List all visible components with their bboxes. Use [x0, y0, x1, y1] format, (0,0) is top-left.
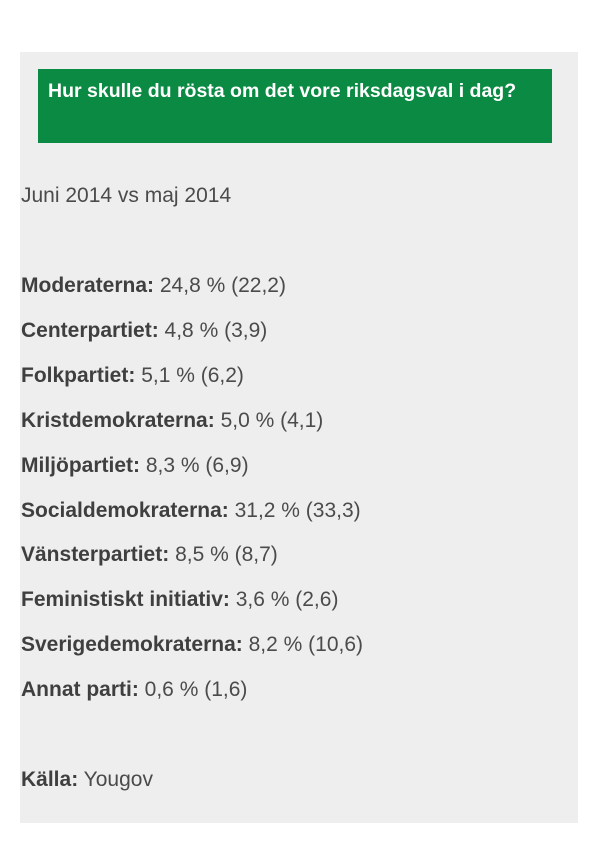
- party-name: Vänsterpartiet:: [21, 543, 170, 567]
- party-result: 5,0 % (4,1): [220, 408, 324, 432]
- result-row: Kristdemokraterna: 5,0 % (4,1): [21, 408, 323, 434]
- party-name: Miljöpartiet:: [21, 453, 140, 477]
- party-result: 3,6 % (2,6): [235, 588, 339, 612]
- result-row: Folkpartiet: 5,1 % (6,2): [21, 363, 244, 389]
- party-result: 8,2 % (10,6): [248, 633, 364, 657]
- party-result: 24,8 % (22,2): [159, 274, 286, 297]
- source-value: Yougov: [83, 768, 153, 791]
- party-name: Sverigedemokraterna:: [21, 633, 243, 657]
- party-name: Annat parti:: [21, 678, 139, 702]
- source-line: Källa: Yougov: [21, 767, 153, 793]
- party-result: 4,8 % (3,9): [164, 318, 268, 342]
- party-name: Kristdemokraterna:: [21, 408, 215, 432]
- heading: Hur skulle du rösta om det vore riksdags…: [38, 69, 552, 143]
- party-name: Feministiskt initiativ:: [21, 588, 230, 612]
- source-label: Källa:: [21, 768, 79, 791]
- result-row: Moderaterna: 24,8 % (22,2): [21, 273, 286, 299]
- party-name: Moderaterna:: [21, 274, 155, 297]
- result-row: Socialdemokraterna: 31,2 % (33,3): [21, 498, 361, 524]
- party-result: 8,5 % (8,7): [175, 543, 278, 567]
- party-result: 0,6 % (1,6): [144, 678, 248, 702]
- party-name: Socialdemokraterna:: [21, 498, 229, 522]
- result-row: Vänsterpartiet: 8,5 % (8,7): [21, 542, 278, 568]
- party-name: Centerpartiet:: [21, 318, 159, 342]
- result-row: Miljöpartiet: 8,3 % (6,9): [21, 453, 249, 479]
- subheading: Juni 2014 vs maj 2014: [21, 184, 232, 207]
- result-row: Annat parti: 0,6 % (1,6): [21, 677, 247, 703]
- result-row: Feministiskt initiativ: 3,6 % (2,6): [21, 587, 338, 613]
- party-result: 8,3 % (6,9): [145, 453, 249, 477]
- result-row: Centerpartiet: 4,8 % (3,9): [21, 318, 267, 344]
- party-name: Folkpartiet:: [21, 363, 136, 387]
- article-box: Hur skulle du rösta om det vore riksdags…: [20, 52, 578, 823]
- result-row: Sverigedemokraterna: 8,2 % (10,6): [21, 632, 363, 658]
- party-result: 5,1 % (6,2): [141, 363, 244, 387]
- party-result: 31,2 % (33,3): [234, 498, 361, 522]
